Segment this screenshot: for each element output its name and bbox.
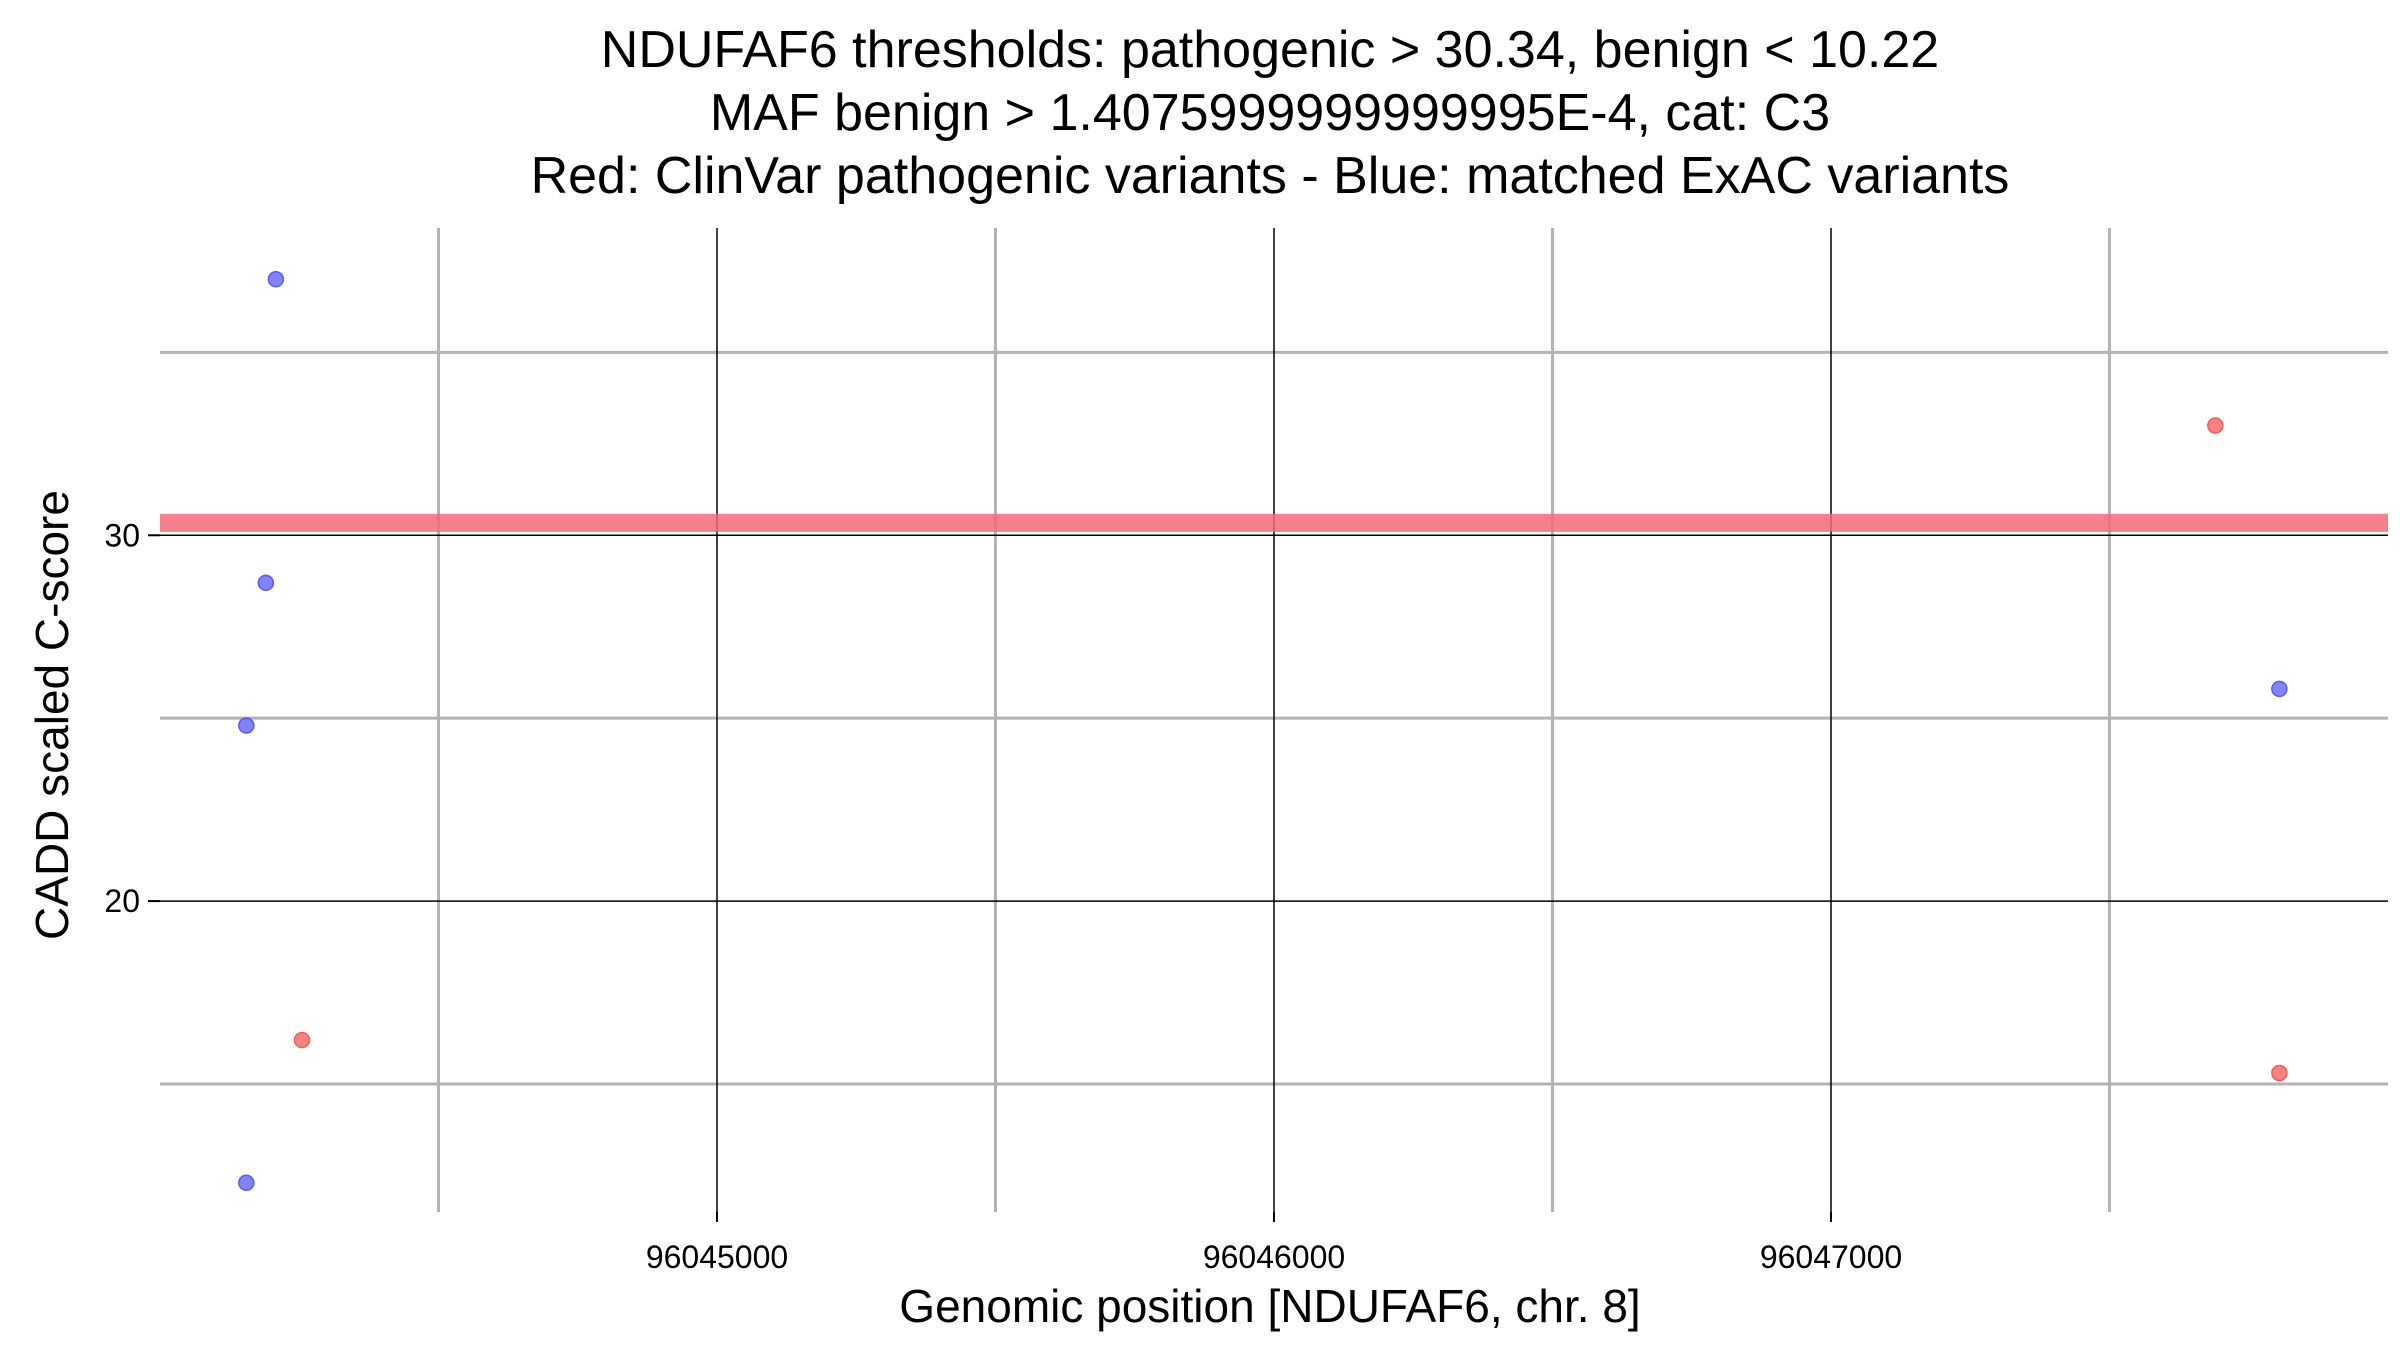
exac-variant-point: [267, 270, 285, 288]
exac-variant-point: [238, 1174, 255, 1191]
title-line-1: NDUFAF6 thresholds: pathogenic > 30.34, …: [601, 21, 1939, 79]
x-tick-label: 96046000: [1203, 1239, 1345, 1275]
y-tick-label: 20: [104, 883, 140, 919]
clinvar-pathogenic-point: [2271, 1064, 2288, 1082]
title-line-2: MAF benign > 1.4075999999999995E-4, cat:…: [710, 84, 1830, 142]
y-axis-title: CADD scaled C-score: [26, 490, 78, 940]
exac-variant-point: [257, 574, 275, 592]
plot-area: 96045000 96046000 96047000 20 30: [104, 228, 2388, 1275]
clinvar-pathogenic-point: [2207, 417, 2224, 434]
y-tick-label: 30: [104, 517, 140, 553]
x-tick-label: 96045000: [646, 1239, 788, 1275]
title-line-3: Red: ClinVar pathogenic variants - Blue:…: [531, 147, 2010, 205]
clinvar-pathogenic-point: [293, 1031, 311, 1049]
x-tick-label: 96047000: [1760, 1239, 1902, 1275]
chart-title: NDUFAF6 thresholds: pathogenic > 30.34, …: [531, 21, 2010, 205]
exac-variant-point: [238, 717, 255, 734]
x-axis-title: Genomic position [NDUFAF6, chr. 8]: [899, 1280, 1640, 1332]
exac-variant-point: [2271, 680, 2288, 698]
